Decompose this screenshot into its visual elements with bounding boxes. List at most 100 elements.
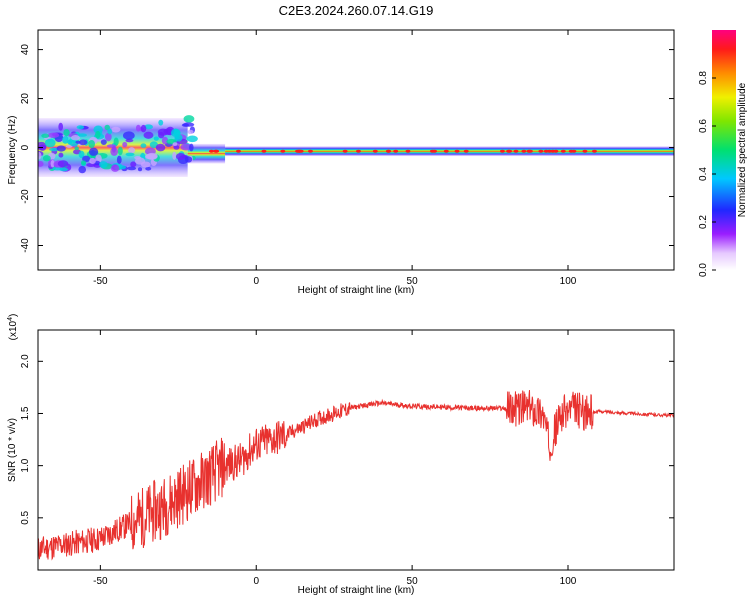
spectrogram-blob — [183, 115, 195, 123]
colorbar-label: Normalized spectral amplitude — [737, 82, 748, 217]
spectrogram-blob — [52, 167, 63, 171]
spectrogram-ticks: -50 0 50 100 -40 -20 0 20 40 — [20, 30, 674, 287]
spectrogram-heatmap — [38, 115, 674, 177]
spectrogram-ylabel: Frequency (Hz) — [7, 116, 18, 185]
spectrogram-blob — [182, 122, 195, 127]
spectrogram-blob — [137, 167, 143, 172]
spectrogram-blob — [86, 162, 96, 168]
spectrogram-blob — [99, 161, 108, 168]
spectrogram-blob — [189, 143, 194, 152]
spectrogram-peak — [307, 149, 313, 153]
spectrogram-peak — [372, 149, 378, 153]
spectrogram-blob — [186, 135, 198, 143]
colorbar-tick-label: 0.2 — [698, 215, 709, 229]
spectrogram-blob — [122, 131, 135, 140]
spectrogram-blob — [145, 166, 152, 171]
snr-series-line — [38, 390, 674, 561]
spectrogram-peak — [499, 149, 505, 153]
spectrogram-peak — [235, 149, 241, 153]
spectrogram-blob — [70, 135, 80, 141]
spectrogram-blob — [140, 161, 151, 168]
spectrogram-blob — [75, 140, 81, 144]
spectrogram-blob — [173, 145, 180, 150]
spectrogram-blob — [118, 165, 127, 170]
spectrogram-peak — [405, 149, 411, 153]
spectrogram-blob — [80, 160, 87, 166]
spectrogram-peak — [355, 149, 361, 153]
snr-ytick-label: 0.5 — [20, 510, 31, 524]
snr-frame — [37, 329, 675, 571]
figure-title: C2E3.2024.260.07.14.G19 — [279, 3, 434, 18]
spectrogram-xtick-label: 100 — [560, 276, 577, 287]
snr-scale-label: (x10 — [8, 320, 19, 340]
spectrogram-peak — [513, 149, 519, 153]
spectrogram-panel: -50 0 50 100 -40 -20 0 20 40 Height of straight … — [7, 29, 675, 296]
spectrogram-blob — [105, 132, 112, 142]
spectrogram-blob — [76, 125, 85, 130]
spectrogram-peak — [591, 149, 597, 153]
spectrogram-blob — [95, 154, 102, 163]
spectrogram-peak — [521, 149, 527, 153]
spectrogram-ytick-label: -40 — [20, 238, 31, 253]
snr-xtick-label: 0 — [253, 576, 259, 587]
spectrogram-blob — [93, 125, 103, 134]
spectrogram-peak — [582, 149, 588, 153]
spectrogram-blob — [106, 144, 117, 148]
spectrogram-ytick-label: 40 — [20, 44, 31, 56]
spectrogram-blob — [155, 143, 166, 152]
spectrogram-blob — [56, 145, 66, 152]
spectrogram-ytick-label: -20 — [20, 189, 31, 204]
spectrogram-blob — [140, 124, 147, 133]
colorbar: 0.0 0.2 0.4 0.6 0.8 Normalized spectral ampl… — [698, 30, 748, 277]
spectrogram-peak — [393, 149, 399, 153]
snr-ytick-label: 2.0 — [20, 354, 31, 368]
snr-xtick-label: -50 — [93, 576, 108, 587]
spectrogram-blob — [149, 141, 158, 149]
spectrogram-peak — [280, 149, 286, 153]
spectrogram-blob — [117, 146, 123, 156]
spectrogram-xlabel: Height of straight line (km) — [298, 285, 415, 296]
spectrogram-band — [187, 143, 226, 164]
snr-plot-area — [38, 330, 674, 570]
spectrogram-peak — [213, 149, 219, 153]
colorbar-tick-label: 0.0 — [698, 263, 709, 277]
spectrogram-blob — [184, 156, 193, 163]
spectrogram-blob — [180, 143, 192, 151]
spectrogram-blob — [110, 164, 120, 172]
spectrogram-blob — [153, 136, 159, 141]
spectrogram-blob — [44, 138, 56, 148]
spectrogram-peak — [553, 149, 559, 153]
spectrogram-blob — [125, 152, 135, 157]
colorbar-gradient — [712, 30, 736, 270]
spectrogram-blob — [122, 141, 128, 148]
spectrogram-blob — [110, 147, 119, 156]
colorbar-tick-label: 0.4 — [698, 167, 709, 181]
snr-xtick-label: 100 — [560, 576, 577, 587]
snr-ytick-label: 1.0 — [20, 458, 31, 472]
snr-ticks: -50 0 50 100 0.5 1.0 1.5 2.0 — [20, 330, 674, 587]
spectrogram-blob — [67, 139, 73, 145]
spectrogram-peak — [298, 149, 304, 153]
colorbar-tick-label: 0.6 — [698, 119, 709, 133]
spectrogram-blob — [172, 142, 178, 146]
spectrogram-ytick-label: 0 — [20, 144, 31, 150]
spectrogram-xtick-label: 50 — [407, 276, 419, 287]
snr-panel: -50 0 50 100 0.5 1.0 1.5 2.0 Height of straight… — [7, 314, 675, 596]
spectrogram-peak — [538, 149, 544, 153]
spectrogram-peak — [454, 149, 460, 153]
spectrogram-peak — [507, 149, 513, 153]
spectrogram-blob — [128, 147, 136, 154]
spectrogram-blob — [58, 152, 64, 158]
spectrogram-peak — [560, 149, 566, 153]
spectrogram-blob — [62, 135, 69, 144]
spectrogram-blob — [78, 139, 88, 146]
spectrogram-blob — [157, 128, 169, 136]
spectrogram-blob — [135, 124, 141, 132]
spectrogram-blob — [140, 143, 147, 148]
spectrogram-blob — [57, 160, 69, 168]
spectrogram-peak — [463, 149, 469, 153]
spectrogram-blob — [113, 137, 119, 146]
spectrogram-blob — [88, 139, 95, 149]
spectrogram-blob — [42, 155, 51, 162]
spectrogram-xtick-label: 0 — [253, 276, 259, 287]
